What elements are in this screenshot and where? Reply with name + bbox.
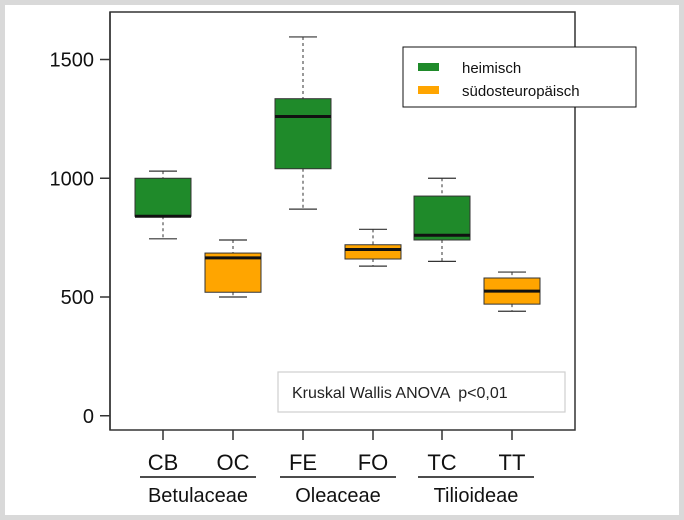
box-fe [274, 36, 332, 210]
x-label-oc: OC [217, 450, 250, 475]
box-fo [344, 228, 402, 267]
box-iqr [344, 244, 402, 260]
x-label-fo: FO [358, 450, 389, 475]
legend: heimisch südosteuropäisch [402, 46, 637, 108]
group-label-tilioideae: Tilioideae [434, 485, 519, 507]
box-oc [204, 239, 262, 298]
box-iqr [134, 177, 192, 217]
group-label-betulaceae: Betulaceae [148, 485, 248, 507]
x-axis-groups: Betulaceae Oleaceae Tilioideae [140, 476, 534, 507]
legend-swatch-suedosteuropaeisch [418, 86, 439, 94]
legend-swatch-heimisch [418, 63, 439, 71]
box-iqr [413, 195, 471, 241]
legend-box [402, 46, 637, 108]
y-tick-label-500: 500 [61, 287, 94, 309]
y-tick-label-0: 0 [83, 406, 94, 428]
legend-label-heimisch: heimisch [462, 60, 521, 77]
annotation-text: Kruskal Wallis ANOVA p<0,01 [292, 385, 508, 402]
x-label-tt: TT [499, 450, 526, 475]
y-tick-label-1500: 1500 [50, 50, 95, 72]
x-label-cb: CB [148, 450, 179, 475]
x-axis-categories: CB OC FE FO TC TT [148, 430, 526, 475]
legend-label-suedosteuropaeisch: südosteuropäisch [462, 83, 580, 100]
annotation-box: Kruskal Wallis ANOVA p<0,01 [277, 371, 566, 413]
box-iqr [274, 98, 332, 170]
y-axis-ticks: 0 500 1000 1500 [50, 50, 110, 428]
box-iqr [204, 252, 262, 293]
y-tick-label-1000: 1000 [50, 168, 95, 190]
box-tt [483, 271, 541, 312]
boxplot-series [134, 36, 541, 312]
box-cb [134, 170, 192, 240]
x-label-fe: FE [289, 450, 317, 475]
box-tc [413, 177, 471, 262]
group-label-oleaceae: Oleaceae [295, 485, 381, 507]
x-label-tc: TC [427, 450, 456, 475]
